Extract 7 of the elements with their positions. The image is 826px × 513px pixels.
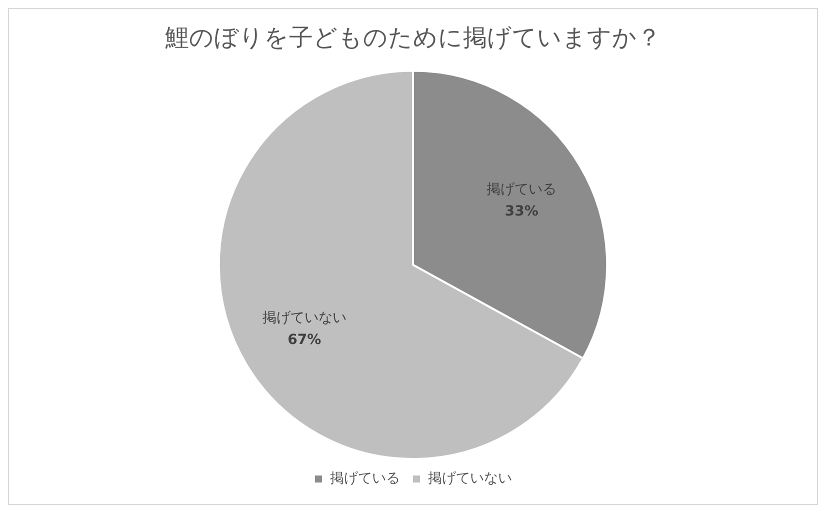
data-label: 33% [504,203,538,220]
legend-label: 掲げていない [428,470,512,487]
data-label: 67% [288,332,322,348]
slice-label: 掲げていない [262,310,346,326]
slice-label: 掲げている [486,181,557,198]
chart-title: 鯉のぼりを子どものために掲げていますか？ [165,24,661,52]
legend-label: 掲げている [330,470,400,487]
